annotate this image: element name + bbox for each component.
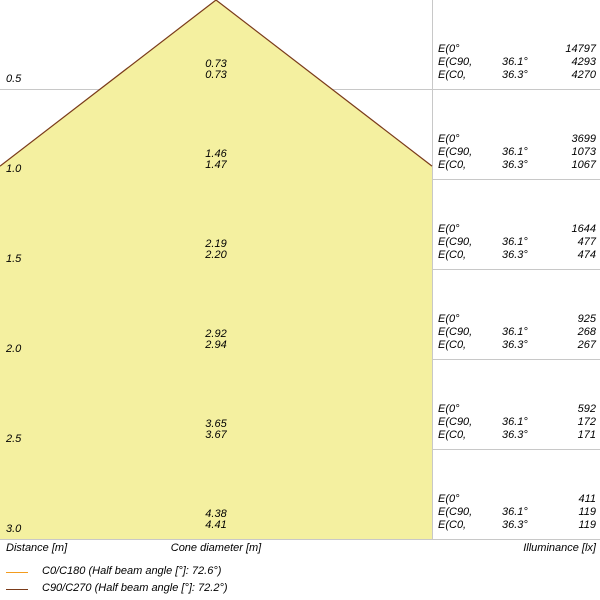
distance-label: 3.0 — [6, 523, 22, 535]
cone-diameter-value: 0.73 — [205, 69, 227, 81]
illuminance-label: E(C90, — [438, 56, 473, 68]
illuminance-angle: 36.1° — [502, 56, 528, 68]
illuminance-label: E(C90, — [438, 326, 473, 338]
illuminance-label: E(C0, — [438, 429, 467, 441]
illuminance-value: 592 — [577, 403, 596, 415]
illuminance-label: E(C90, — [438, 146, 473, 158]
illuminance-value: 411 — [578, 493, 596, 505]
illuminance-value: 171 — [577, 429, 596, 441]
cone-diameter-value: 2.20 — [205, 249, 227, 261]
cone-diameter-value: 3.65 — [205, 418, 227, 430]
cone-diameter-value: 1.47 — [205, 159, 227, 171]
illuminance-value: 3699 — [571, 133, 596, 145]
illuminance-value: 172 — [577, 416, 596, 428]
illuminance-label: E(C0, — [438, 69, 467, 81]
distance-label: 2.0 — [6, 343, 22, 355]
illuminance-value: 1073 — [571, 146, 596, 158]
cone-diameter-value: 0.73 — [205, 58, 227, 70]
illuminance-angle: 36.3° — [502, 429, 528, 441]
illuminance-angle: 36.1° — [502, 146, 528, 158]
cone-diameter-value: 1.46 — [205, 148, 227, 160]
illuminance-label: E(C90, — [438, 416, 473, 428]
legend-line-c0-c180 — [6, 572, 28, 573]
illuminance-angle: 36.1° — [502, 236, 528, 248]
illuminance-label: E(C90, — [438, 506, 473, 518]
illuminance-angle: 36.3° — [502, 69, 528, 81]
illuminance-value: 14797 — [565, 43, 596, 55]
illuminance-label: E(0° — [438, 403, 460, 415]
illuminance-label: E(C0, — [438, 249, 467, 261]
illuminance-value: 119 — [578, 519, 596, 531]
distance-label: 1.0 — [6, 163, 22, 175]
cone-diameter-value: 4.41 — [205, 519, 227, 531]
legend-line-c90-c270 — [6, 589, 28, 590]
illuminance-angle: 36.3° — [502, 159, 528, 171]
legend-label-c90-c270: C90/C270 (Half beam angle [°]: 72.2°) — [42, 582, 228, 594]
illuminance-value: 474 — [577, 249, 596, 261]
cone-edge-right — [215, 0, 433, 167]
beam-cone — [0, 0, 433, 540]
illuminance-value: 4293 — [571, 56, 596, 68]
illuminance-label: E(C0, — [438, 339, 467, 351]
illuminance-value: 119 — [578, 506, 596, 518]
cone-diameter-value: 2.92 — [205, 328, 227, 340]
illuminance-header: Illuminance [lx] — [523, 542, 596, 554]
illuminance-label: E(C90, — [438, 236, 473, 248]
illuminance-label: E(0° — [438, 493, 460, 505]
illuminance-label: E(C0, — [438, 159, 467, 171]
illuminance-value: 4270 — [571, 69, 596, 81]
cone-diameter-value: 3.67 — [205, 429, 227, 441]
illuminance-angle: 36.1° — [502, 326, 528, 338]
illuminance-label: E(0° — [438, 133, 460, 145]
illuminance-value: 477 — [577, 236, 596, 248]
illuminance-value: 1067 — [571, 159, 596, 171]
legend-label-c0-c180: C0/C180 (Half beam angle [°]: 72.6°) — [42, 565, 222, 577]
distance-label: 1.5 — [6, 253, 22, 265]
cone-diameter-header: Cone diameter [m] — [170, 542, 262, 554]
distance-label: 2.5 — [6, 433, 22, 445]
illuminance-label: E(0° — [438, 223, 460, 235]
illuminance-label: E(C0, — [438, 519, 467, 531]
illuminance-value: 1644 — [571, 223, 596, 235]
distance-label: 0.5 — [6, 73, 22, 85]
cone-diameter-value: 2.19 — [205, 238, 227, 250]
illuminance-label: E(0° — [438, 313, 460, 325]
cone-diameter-value: 2.94 — [205, 339, 227, 351]
illuminance-angle: 36.3° — [502, 249, 528, 261]
illuminance-value: 267 — [577, 339, 596, 351]
illuminance-angle: 36.1° — [502, 416, 528, 428]
distance-header: Distance [m] — [6, 542, 68, 554]
illuminance-angle: 36.1° — [502, 506, 528, 518]
cone-edge-left — [0, 0, 217, 167]
illuminance-angle: 36.3° — [502, 519, 528, 531]
illuminance-value: 925 — [577, 313, 596, 325]
cone-fill — [0, 0, 432, 540]
illuminance-value: 268 — [577, 326, 596, 338]
illuminance-label: E(0° — [438, 43, 460, 55]
illuminance-angle: 36.3° — [502, 339, 528, 351]
cone-diameter-value: 4.38 — [205, 508, 227, 520]
